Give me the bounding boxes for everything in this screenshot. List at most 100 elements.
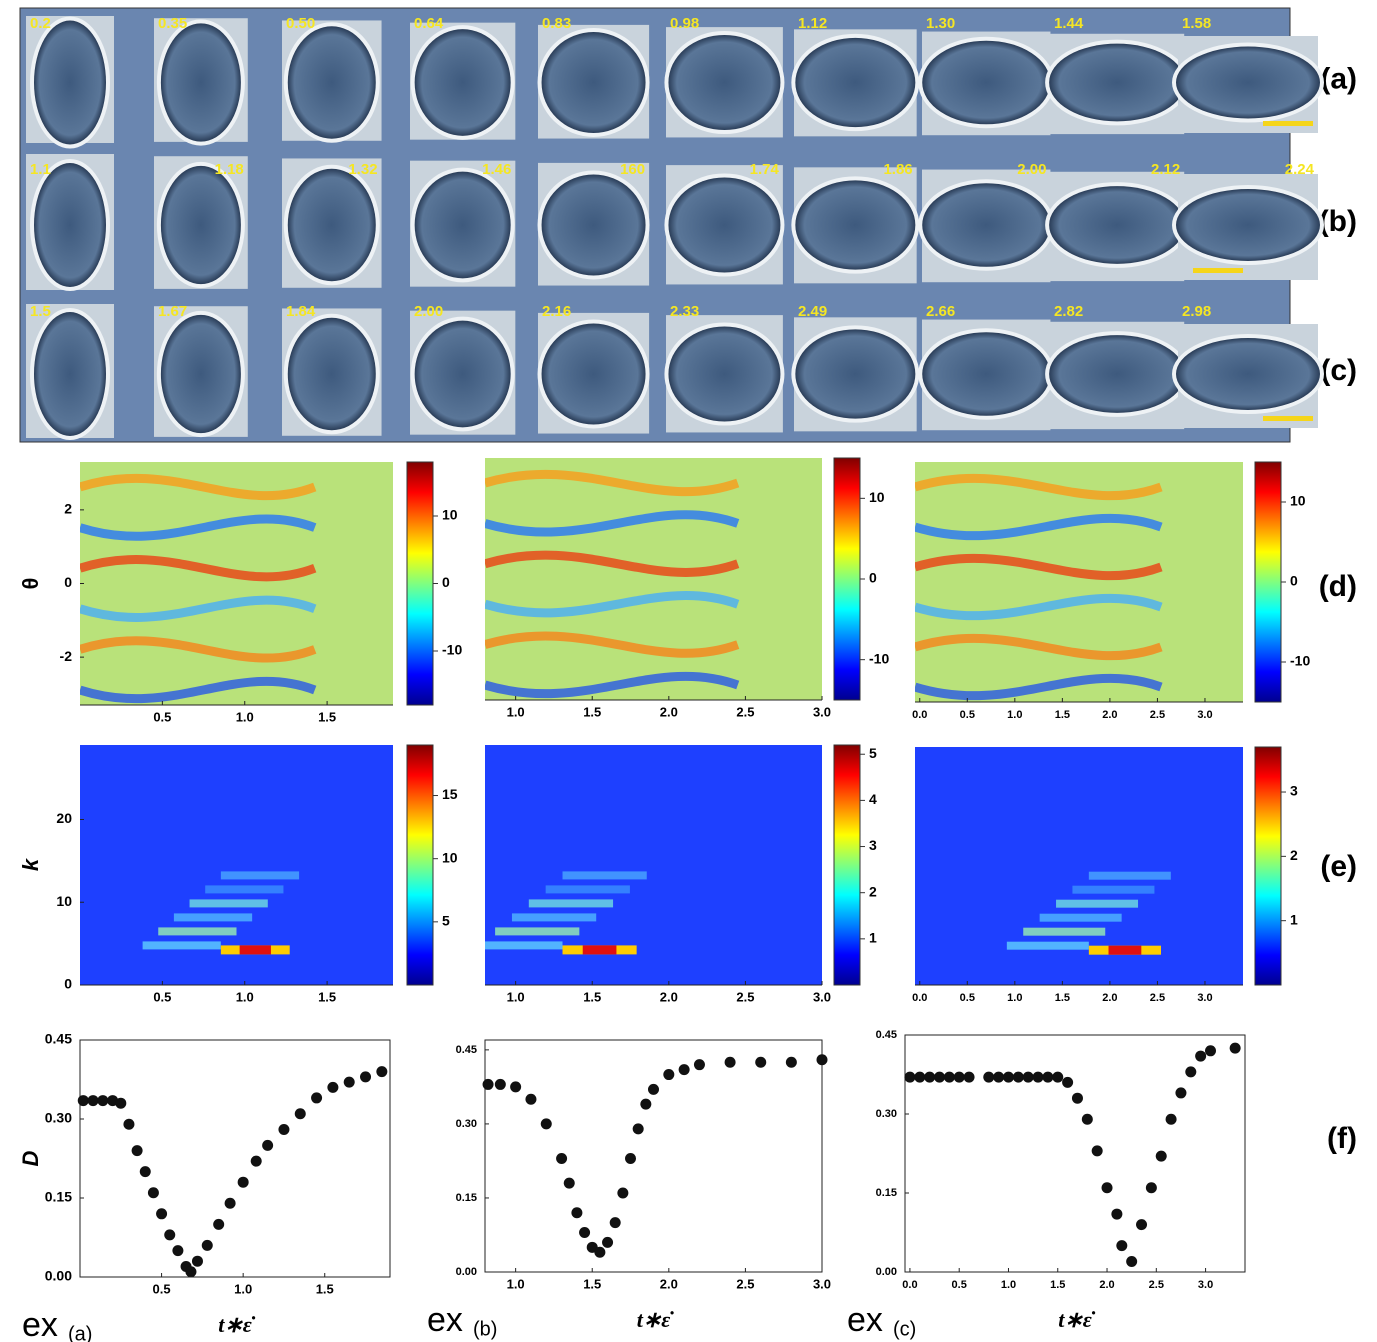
heatmap-streak — [485, 591, 740, 618]
heatmap-patch — [189, 899, 268, 908]
caption: ex — [847, 1301, 883, 1339]
cell-body — [1176, 338, 1320, 410]
cell-body — [1049, 335, 1186, 413]
heatmap-image — [80, 462, 393, 705]
data-point — [494, 1078, 506, 1090]
heatmap-patch — [1006, 941, 1089, 950]
colorbar-tick-label: 2 — [1290, 847, 1298, 863]
heatmap-image — [80, 745, 393, 985]
time-label: 2.00 — [1017, 161, 1046, 178]
data-point — [1071, 1092, 1083, 1104]
heatmap-patch — [205, 885, 284, 894]
data-point — [172, 1245, 184, 1257]
colorbar-tick-label: 10 — [1290, 493, 1306, 509]
cell-body — [34, 20, 106, 145]
heatmap-streak — [915, 473, 1163, 501]
time-label: 1.32 — [348, 161, 377, 178]
heatmap-streak — [80, 473, 317, 501]
y-tick-label: 0.45 — [45, 1031, 72, 1047]
caption: ex — [427, 1301, 463, 1339]
cell-body — [160, 165, 241, 285]
data-point — [609, 1217, 621, 1229]
y-tick-label: 0 — [64, 976, 72, 992]
x-tick-label: 1.5 — [1055, 992, 1070, 1004]
y-tick-label: 0.00 — [876, 1266, 897, 1278]
cell-body — [795, 329, 916, 419]
x-tick-label: 0.5 — [952, 1279, 967, 1291]
x-tick-label: 1.5 — [583, 704, 601, 719]
time-label: 2.00 — [414, 303, 443, 320]
data-point — [1126, 1255, 1138, 1267]
heatmap-patch — [485, 941, 563, 950]
cell-body — [795, 180, 916, 270]
data-point — [123, 1118, 135, 1130]
heatmap-image — [485, 458, 822, 700]
data-point — [943, 1071, 955, 1083]
colorbar-tick-label: 5 — [869, 745, 877, 761]
heatmap-patch — [495, 927, 580, 936]
data-point — [924, 1071, 936, 1083]
cell-body — [287, 317, 376, 431]
data-point — [294, 1108, 306, 1120]
data-point — [250, 1155, 262, 1167]
x-tick-label: 3.0 — [1197, 992, 1212, 1004]
scale-bar — [1263, 416, 1313, 421]
data-point — [953, 1071, 965, 1083]
x-tick-label: 1.5 — [316, 1281, 334, 1296]
x-tick-label: 3.0 — [813, 704, 831, 719]
x-tick-label: 2.0 — [1102, 709, 1117, 721]
data-point — [1205, 1045, 1217, 1057]
x-tick-label: 3.0 — [1197, 709, 1212, 721]
data-point — [563, 1177, 575, 1189]
time-label: 1.86 — [883, 161, 912, 178]
x-tick-label: 0.0 — [912, 709, 927, 721]
cell-body — [1176, 189, 1320, 261]
row-label: (c) — [1320, 354, 1357, 387]
x-tick-label: 1.0 — [507, 704, 525, 719]
data-point — [1155, 1150, 1167, 1162]
x-tick-label: 1.5 — [318, 989, 336, 1004]
panel-label: (e) — [1320, 850, 1357, 883]
data-point — [327, 1081, 339, 1093]
x-tick-label: 0.5 — [960, 992, 975, 1004]
data-point — [224, 1197, 236, 1209]
data-point — [77, 1095, 89, 1107]
scale-bar — [1193, 268, 1243, 273]
time-label: 1.30 — [926, 15, 955, 32]
x-tick-label: 1.0 — [1007, 992, 1022, 1004]
data-point — [540, 1118, 552, 1130]
time-label: 1.84 — [286, 303, 316, 320]
data-point — [602, 1236, 614, 1248]
colorbar-tick-label: 15 — [442, 786, 458, 802]
data-point — [983, 1071, 995, 1083]
data-point — [482, 1078, 494, 1090]
cell-body — [541, 32, 646, 133]
y-tick-label: 10 — [56, 893, 72, 909]
data-point — [115, 1097, 127, 1109]
cell-body — [414, 320, 511, 428]
colorbar-tick-label: 0 — [1290, 573, 1298, 589]
heatmap-streak — [915, 553, 1163, 581]
x-tick-label: 2.5 — [1150, 992, 1165, 1004]
cell-body — [34, 312, 106, 436]
plot-frame — [484, 1039, 823, 1273]
y-axis-label: k — [18, 857, 43, 871]
data-point — [617, 1187, 629, 1199]
time-label: 1.44 — [1054, 15, 1084, 32]
plot-frame — [79, 1039, 391, 1278]
heatmap-patch — [173, 913, 253, 922]
data-point — [1185, 1066, 1197, 1078]
data-point — [1091, 1145, 1103, 1157]
heatmap-image — [915, 747, 1243, 985]
data-point — [1111, 1208, 1123, 1220]
data-point — [663, 1069, 675, 1081]
time-label: 0.64 — [414, 15, 444, 32]
time-label: 1.46 — [482, 161, 511, 178]
caption-sub: (a) — [68, 1323, 92, 1342]
data-point — [262, 1139, 274, 1151]
cell-body — [414, 171, 511, 279]
caption-sub: (c) — [893, 1318, 916, 1340]
data-point — [510, 1081, 522, 1093]
colorbar — [833, 457, 861, 701]
cell-body — [1049, 186, 1186, 264]
